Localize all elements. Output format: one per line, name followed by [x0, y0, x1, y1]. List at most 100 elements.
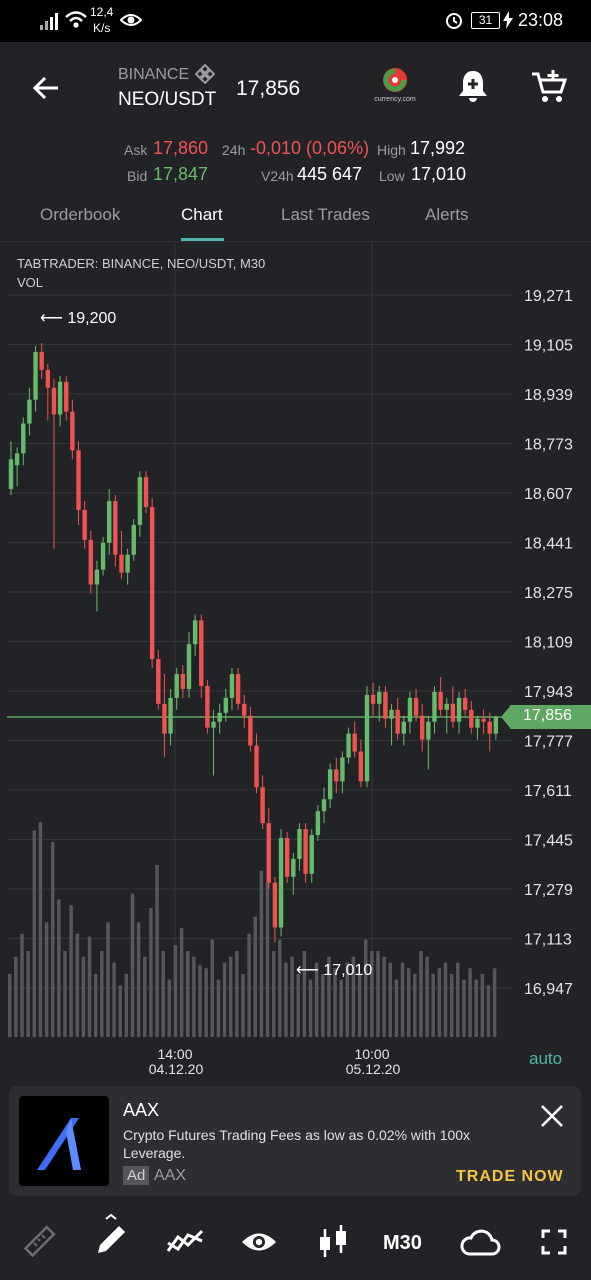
candle-body — [481, 718, 486, 722]
tab-orderbook[interactable]: Orderbook — [40, 205, 121, 224]
candle-body — [131, 524, 136, 555]
volume-bar — [314, 962, 319, 1037]
candle-body — [94, 569, 100, 585]
candle-body — [346, 733, 351, 758]
back-arrow-icon[interactable] — [30, 72, 62, 104]
fullscreen-icon[interactable] — [541, 1229, 567, 1255]
y-tick-label: 18,109 — [524, 635, 573, 652]
volume-bar — [50, 842, 55, 1037]
candle-body — [272, 882, 278, 928]
candle-body — [82, 509, 87, 540]
volume-bar — [419, 951, 423, 1037]
price-chart[interactable]: 19,271 19,105 18,939 18,773 18,607 18,441 18,2… — [0, 242, 591, 1082]
volume-bar — [462, 979, 466, 1037]
ad-banner[interactable]: AAX Crypto Futures Trading Fees as low a… — [9, 1086, 581, 1196]
candle-body — [211, 721, 216, 728]
volume-bar — [308, 979, 313, 1037]
volume-bar — [382, 956, 386, 1037]
current-price-tag-value: 17,856 — [523, 707, 572, 724]
volume-bar — [8, 973, 12, 1037]
y-tick-label: 19,105 — [524, 338, 573, 355]
volume-label: VOL — [17, 275, 44, 290]
candle-body — [358, 751, 364, 782]
candle-body — [88, 539, 93, 585]
volume-bar — [222, 962, 227, 1037]
volume-bar — [271, 951, 276, 1037]
tab-alerts[interactable]: Alerts — [425, 205, 469, 224]
volume-bar — [413, 973, 417, 1037]
active-tab-indicator — [181, 238, 224, 241]
candle-body — [45, 369, 51, 388]
pair-name[interactable]: NEO/USDT — [118, 89, 217, 110]
candle-body — [254, 745, 259, 788]
x-tick-time: 14:00 — [157, 1046, 192, 1062]
volume-bar — [100, 951, 104, 1037]
volume-bar — [14, 956, 18, 1037]
visibility-eye-icon[interactable] — [240, 1229, 278, 1255]
ad-badge: Ad — [123, 1166, 150, 1185]
candle-body — [383, 691, 388, 719]
volume-bar — [259, 870, 264, 1037]
candle-body — [27, 399, 32, 424]
net-speed-unit: K/s — [93, 21, 111, 35]
candle-body — [156, 659, 161, 704]
pencil-draw-icon[interactable] — [92, 1213, 130, 1259]
volume-bar — [253, 916, 257, 1037]
candle-body — [284, 838, 290, 877]
candle-body — [242, 703, 247, 716]
candle-body — [119, 554, 124, 573]
candle-body — [469, 709, 474, 728]
status-bar: 12,4 K/s 31 23:08 — [0, 0, 591, 42]
y-tick-label: 16,947 — [524, 981, 573, 998]
candle-body — [327, 769, 333, 800]
candle-body — [70, 411, 75, 451]
candle-body — [57, 381, 63, 415]
max-price-marker: ⟵ 19,200 — [40, 310, 117, 327]
current-price-tag-notch — [501, 705, 511, 729]
y-tick-label: 17,279 — [524, 882, 573, 899]
volume-bar — [345, 962, 350, 1037]
volume-bar — [44, 922, 49, 1037]
add-to-cart-icon[interactable] — [530, 68, 568, 104]
tab-last-trades[interactable]: Last Trades — [281, 205, 370, 224]
cloud-icon[interactable] — [459, 1227, 501, 1257]
currency-com-logo[interactable]: currency.com — [374, 66, 416, 106]
ruler-icon[interactable] — [22, 1225, 56, 1259]
auto-scale-button[interactable]: auto — [529, 1049, 563, 1068]
timeframe-button[interactable]: M30 — [383, 1232, 422, 1254]
volume-bar — [400, 962, 405, 1037]
y-tick-label: 17,777 — [524, 734, 573, 751]
candle-body — [291, 858, 296, 877]
volume-bar — [173, 945, 178, 1037]
close-icon[interactable] — [540, 1104, 564, 1128]
ad-title: AAX — [123, 1100, 160, 1120]
indicators-icon[interactable] — [166, 1227, 204, 1257]
candle-body — [340, 757, 345, 782]
chart-canvas[interactable]: 19,271 19,105 18,939 18,773 18,607 18,441 18,2… — [0, 242, 591, 1082]
volume-bar — [480, 973, 485, 1037]
volume-bar — [75, 933, 80, 1037]
volume-bar — [235, 951, 239, 1037]
candle-body — [174, 674, 179, 698]
wifi-icon — [65, 11, 87, 28]
volume-bar — [124, 973, 129, 1037]
tab-chart[interactable]: Chart — [181, 205, 223, 224]
header: BINANCE NEO/USDT 17,856 currency.com Ask… — [0, 42, 591, 242]
volume-bar — [443, 962, 448, 1037]
y-tick-label: 17,113 — [524, 932, 572, 949]
candlestick-type-icon[interactable] — [316, 1223, 350, 1261]
low-value: 17,010 — [411, 164, 467, 184]
add-alert-bell-icon[interactable] — [456, 68, 490, 104]
candle-body — [493, 716, 499, 734]
currency-com-logo-text: currency.com — [374, 96, 416, 103]
candle-body — [125, 554, 130, 573]
candle-body — [370, 694, 376, 704]
volume-bar — [265, 882, 270, 1037]
y-tick-label: 17,943 — [524, 684, 573, 701]
charging-icon — [503, 11, 513, 29]
change-24h-label: 24h — [222, 142, 246, 158]
min-price-marker: ⟵ 17,010 — [296, 962, 373, 979]
ad-cta-button[interactable]: TRADE NOW — [456, 1168, 564, 1185]
volume-bar — [321, 973, 325, 1037]
volume-bar — [26, 951, 30, 1037]
